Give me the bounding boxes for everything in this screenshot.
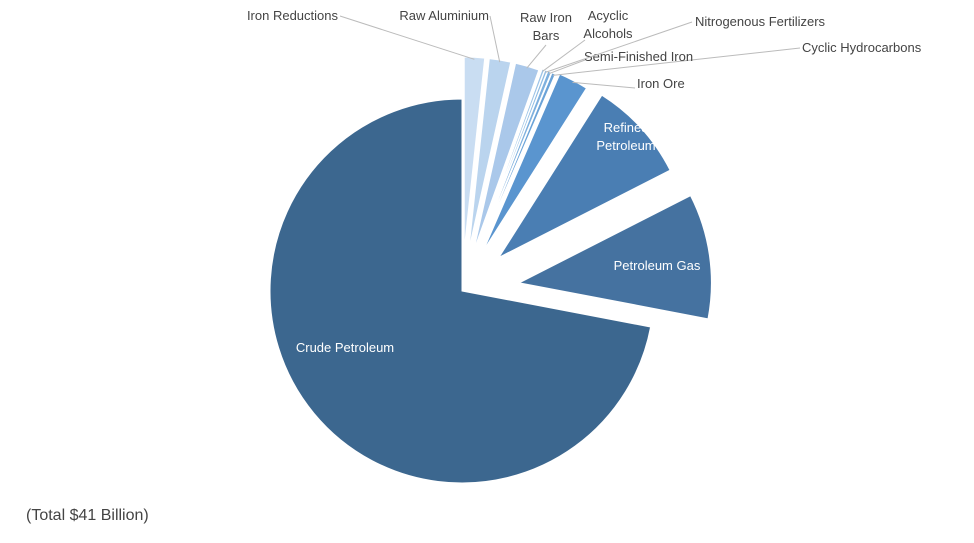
leader-line [552, 47, 801, 76]
slice-label: Nitrogenous Fertilizers [695, 14, 826, 29]
pie-labels: Crude Petroleum Petroleum Gas Refined Petro… [247, 8, 922, 355]
leader-line [572, 81, 636, 89]
leader-line [545, 21, 693, 73]
slice-label: Crude Petroleum [296, 340, 394, 355]
leader-line [339, 15, 475, 60]
slice-label: Refined Petroleum [596, 120, 655, 153]
leader-line [489, 15, 501, 63]
slice-label: Iron Reductions [247, 8, 339, 23]
leader-line [548, 59, 586, 75]
slice-label: Acyclic Alcohols [583, 8, 633, 41]
pie-slice-raw-aluminium [468, 58, 512, 250]
pie-slice-crude-petroleum [269, 98, 652, 484]
pie-slices [269, 56, 712, 484]
slice-label: Petroleum Gas [614, 258, 701, 273]
pie-slice-raw-iron-bars [473, 62, 540, 251]
total-note: (Total $41 Billion) [26, 507, 149, 524]
pie-slice-iron-reductions [463, 56, 486, 250]
pie-slice-petroleum-gas [517, 194, 712, 320]
slice-label: Raw Iron Bars [520, 10, 572, 43]
slice-label: Iron Ore [637, 76, 685, 91]
slice-label: Cyclic Hydrocarbons [802, 40, 922, 55]
leader-line [542, 39, 586, 72]
slice-label: Semi-Finished Iron [584, 49, 693, 64]
slice-label: Raw Aluminium [399, 8, 489, 23]
leader-line [526, 44, 547, 69]
pie-slice-refined-petroleum [497, 94, 671, 259]
